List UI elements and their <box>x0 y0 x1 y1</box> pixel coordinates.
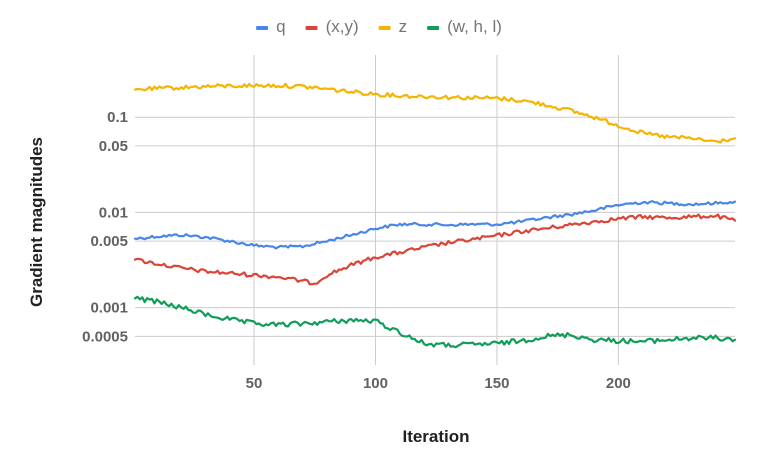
legend-label: q <box>276 17 285 36</box>
legend-item-1[interactable]: (x,y) <box>305 17 359 36</box>
legend-swatch <box>427 26 440 30</box>
series-line-1 <box>133 213 737 286</box>
x-tick-label: 100 <box>363 375 388 392</box>
x-tick-label: 50 <box>246 375 263 392</box>
x-tick-label: 150 <box>484 375 509 392</box>
x-tick-label: 200 <box>606 375 631 392</box>
series-lines <box>133 82 737 349</box>
x-axis-ticks: 50 100 150 200 <box>246 375 631 392</box>
y-axis-ticks: 0.0005 0.001 0.005 0.01 0.05 0.1 <box>82 109 128 345</box>
y-tick-label: 0.0005 <box>82 328 128 345</box>
legend-label: (w, h, l) <box>447 17 502 36</box>
y-tick-label: 0.05 <box>99 138 128 155</box>
legend-item-0[interactable]: q <box>256 17 286 36</box>
legend-swatch <box>305 26 318 30</box>
series-line-3 <box>133 295 737 349</box>
legend: q (x,y) z (w, h, l) <box>256 17 502 36</box>
legend-label: z <box>399 17 408 36</box>
legend-swatch <box>256 26 269 30</box>
y-tick-label: 0.1 <box>107 109 128 126</box>
y-tick-label: 0.005 <box>90 233 128 250</box>
x-axis-title: Iteration <box>402 427 469 446</box>
series-line-0 <box>133 200 737 250</box>
y-axis-title: Gradient magnitudes <box>27 137 46 307</box>
legend-label: (x,y) <box>326 17 359 36</box>
legend-swatch <box>378 26 391 30</box>
series-line-2 <box>133 82 737 144</box>
legend-item-3[interactable]: (w, h, l) <box>427 17 502 36</box>
y-tick-label: 0.01 <box>99 204 128 221</box>
y-tick-label: 0.001 <box>90 300 128 317</box>
legend-item-2[interactable]: z <box>378 17 408 36</box>
